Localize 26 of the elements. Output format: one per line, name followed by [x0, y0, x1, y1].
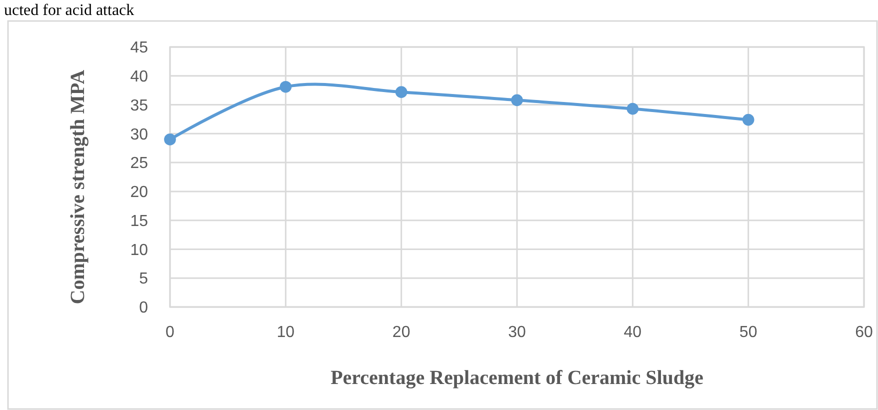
x-tick-label: 40	[624, 324, 642, 341]
y-tick-label: 15	[130, 212, 148, 230]
text: ucted for acid attack	[4, 2, 134, 19]
x-tick-label: 30	[508, 324, 526, 341]
y-axis-title: Compressive strength MPA	[67, 69, 89, 304]
x-tick-label: 50	[739, 324, 758, 341]
point	[280, 80, 292, 93]
point	[742, 114, 754, 126]
y-tick-label: 30	[130, 126, 148, 144]
point	[395, 86, 408, 98]
point	[626, 102, 639, 115]
x-tick-label: 60	[855, 324, 873, 341]
point	[164, 134, 176, 146]
y-tick-label: 40	[130, 68, 148, 86]
x-tick-label: 0	[166, 324, 175, 341]
point	[511, 94, 523, 106]
y-tick-label: 10	[130, 242, 148, 259]
y-tick-label: 5	[139, 270, 148, 288]
y-tick-label: 20	[130, 184, 148, 202]
y-tick-label: 0	[139, 300, 148, 317]
y-tick-label: 45	[130, 40, 148, 57]
x-tick-label: 20	[392, 324, 410, 341]
y-tick-label: 35	[130, 97, 148, 114]
x-tick-label: 10	[276, 324, 295, 341]
x-axis-title: Percentage Replacement of Ceramic Sludge	[330, 367, 704, 389]
y-tick-label: 25	[130, 155, 148, 172]
